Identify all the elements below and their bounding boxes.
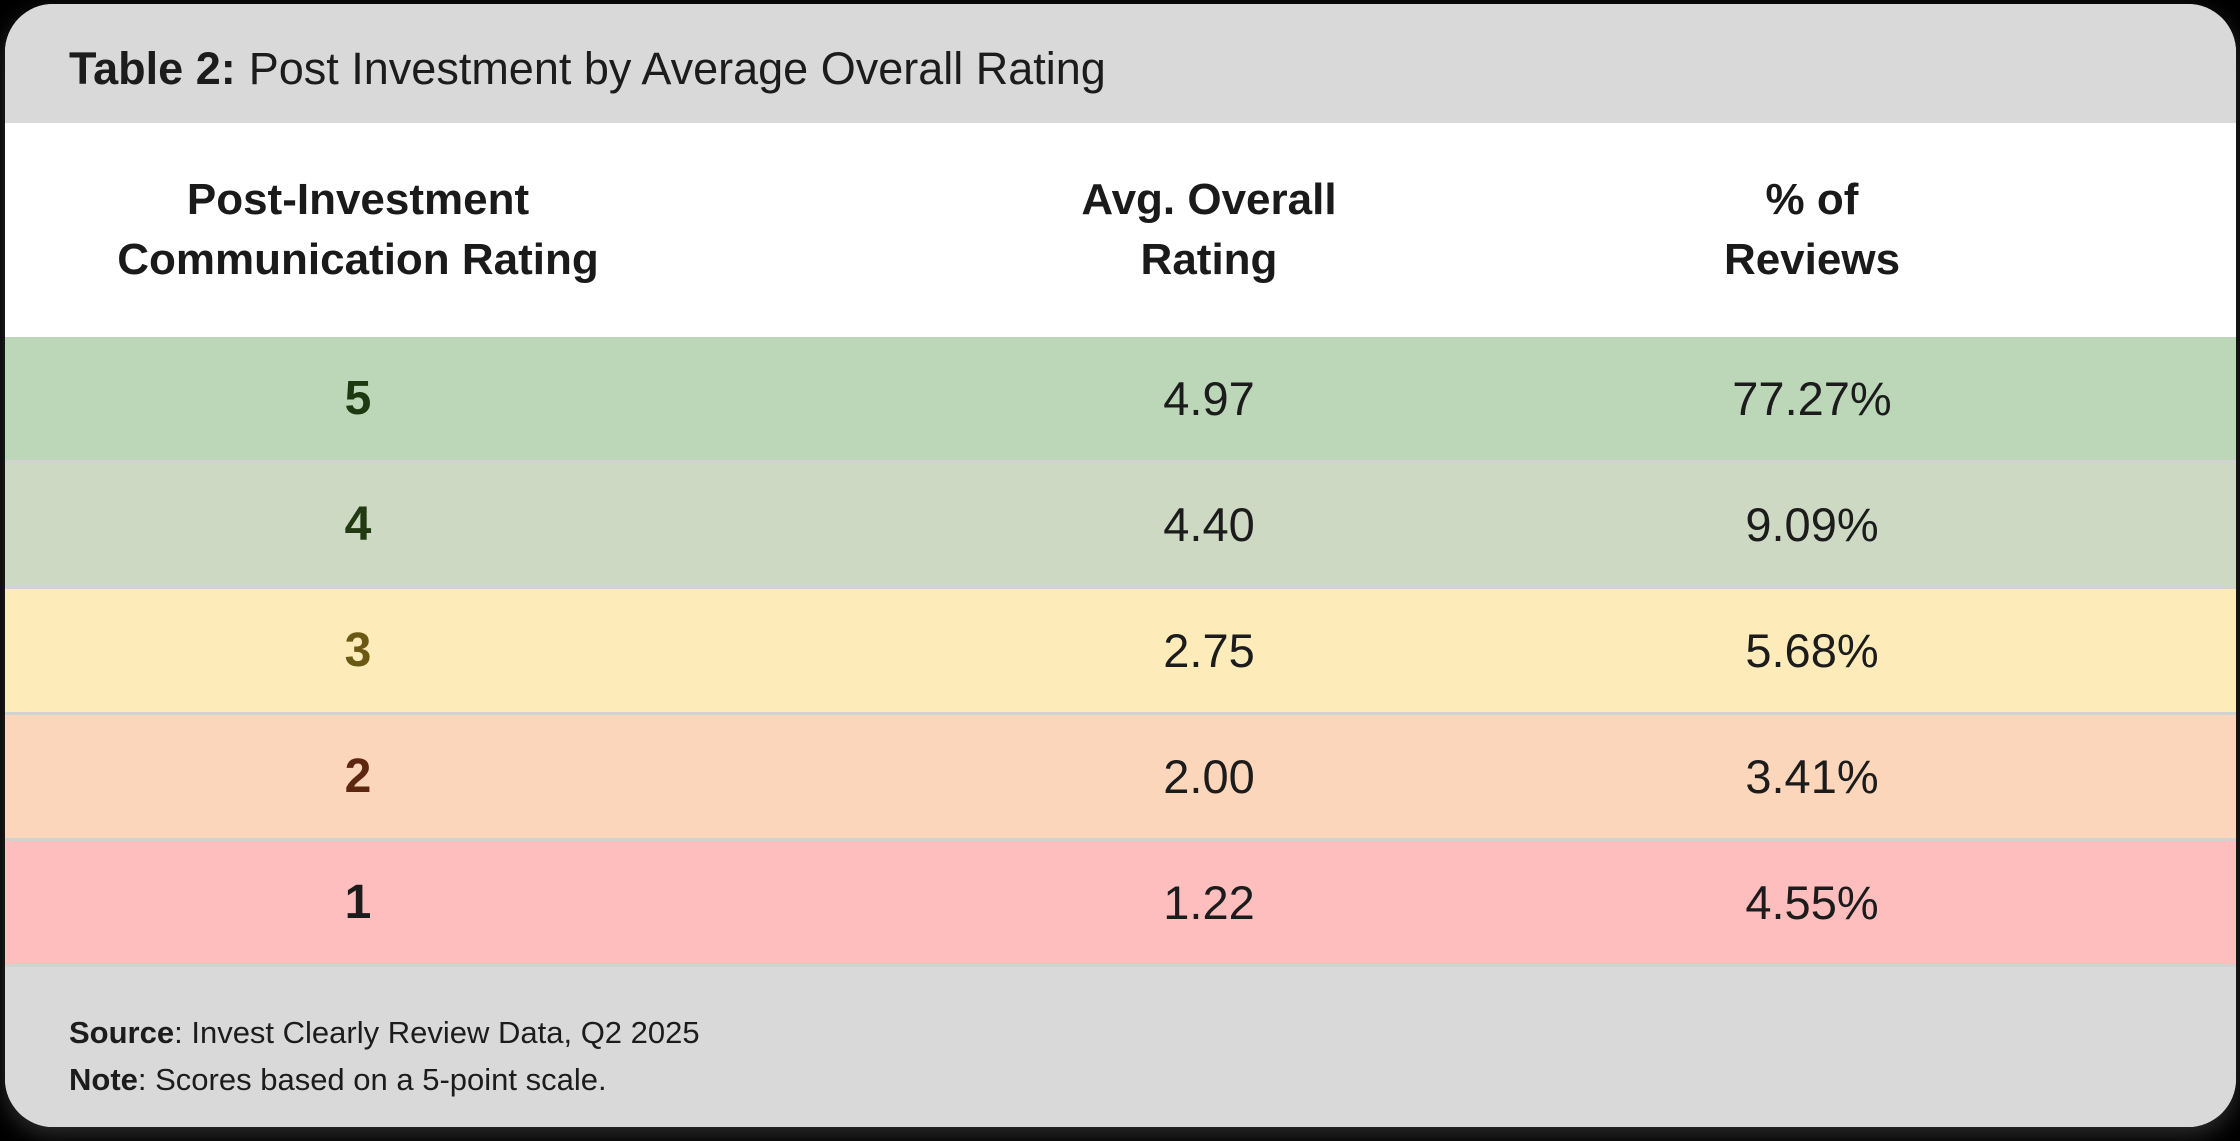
header-line: Reviews (1723, 235, 1901, 284)
avg-rating-value: 4.40 (1163, 498, 1255, 551)
pct-reviews-value: 9.09% (1745, 498, 1879, 551)
table-number-label: Table 2: (69, 42, 236, 94)
note-text: : Scores based on a 5-point scale. (137, 1062, 607, 1097)
note-line: Note: Scores based on a 5-point scale. (69, 1056, 2236, 1103)
pct-reviews-value: 5.68% (1745, 624, 1879, 677)
pct-reviews-value: 77.27% (1732, 372, 1892, 425)
column-header-pct-of-reviews: % of Reviews (1707, 170, 1917, 290)
header-line: % of (1765, 175, 1859, 224)
header-line: Rating (1140, 235, 1278, 284)
table-row: 5 4.97 77.27% (5, 337, 2236, 460)
rating-value: 1 (344, 876, 372, 929)
rating-value: 3 (344, 624, 372, 677)
table-row: 2 2.00 3.41% (5, 712, 2236, 838)
rating-value: 2 (344, 750, 372, 803)
rating-value: 5 (344, 372, 372, 425)
source-text: : Invest Clearly Review Data, Q2 2025 (174, 1015, 700, 1050)
avg-rating-value: 2.75 (1163, 624, 1255, 677)
avg-rating-value: 2.00 (1163, 750, 1255, 803)
column-header-avg-overall-rating: Avg. Overall Rating (711, 170, 1707, 290)
table-title: Post Investment by Average Overall Ratin… (248, 42, 1106, 94)
column-header-communication-rating: Post-Investment Communication Rating (5, 170, 711, 290)
table-row: 3 2.75 5.68% (5, 586, 2236, 712)
pct-reviews-value: 3.41% (1745, 750, 1879, 803)
header-line: Post-Investment (186, 175, 530, 224)
pct-reviews-value: 4.55% (1745, 876, 1879, 929)
source-label: Source (69, 1015, 175, 1050)
table-footer: Source: Invest Clearly Review Data, Q2 2… (5, 964, 2236, 1127)
table-row: 4 4.40 9.09% (5, 460, 2236, 586)
table-row: 1 1.22 4.55% (5, 838, 2236, 964)
avg-rating-value: 1.22 (1163, 876, 1255, 929)
header-line: Communication Rating (117, 235, 599, 284)
avg-rating-value: 4.97 (1163, 372, 1255, 425)
rating-value: 4 (344, 498, 372, 551)
table-title-bar: Table 2: Post Investment by Average Over… (5, 4, 2236, 123)
header-line: Avg. Overall (1081, 175, 1337, 224)
table-header-row: Post-Investment Communication Rating Avg… (5, 123, 2236, 337)
source-line: Source: Invest Clearly Review Data, Q2 2… (69, 1009, 2236, 1056)
table-card: Table 2: Post Investment by Average Over… (5, 4, 2236, 1127)
note-label: Note (69, 1062, 138, 1097)
